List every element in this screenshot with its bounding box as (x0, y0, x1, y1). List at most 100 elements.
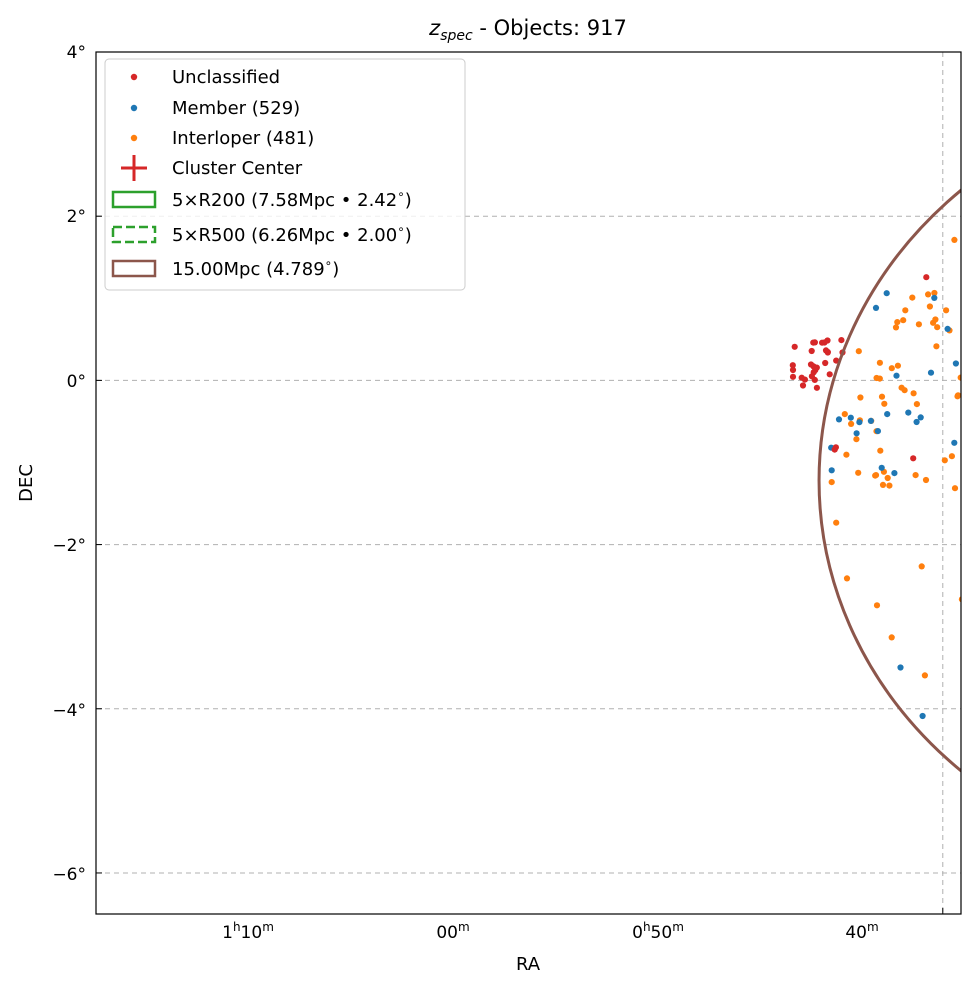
member-point (847, 414, 854, 421)
y-tick-label: 0° (67, 372, 86, 392)
legend-swatch-cluster-center (121, 155, 147, 181)
axes-frame (95, 51, 962, 915)
interloper-point (876, 375, 883, 382)
interloper-point (894, 362, 902, 369)
unclassified-point (813, 384, 821, 391)
interloper-point (886, 482, 893, 489)
unclassified-point (807, 361, 815, 368)
legend-label-r500: 5×R500 (6.26Mpc • 2.00∘) (172, 222, 412, 246)
unclassified-point (822, 359, 829, 367)
unclassified-point (798, 374, 805, 381)
member-point (884, 411, 891, 418)
legend-label-outer: 15.00Mpc (4.789∘) (172, 256, 339, 280)
interloper-point (888, 634, 895, 641)
interloper-point (877, 447, 884, 454)
member-point (883, 290, 890, 297)
x-tick-label: 40m (845, 920, 878, 943)
interloper-point (915, 321, 923, 328)
interloper-point (828, 479, 835, 486)
unclassified-point (789, 362, 796, 369)
interloper-point (926, 303, 934, 310)
interloper-point (843, 575, 851, 582)
member-point (917, 414, 924, 421)
unclassified-point (838, 337, 845, 344)
unclassified-point (789, 366, 797, 374)
unclassified-point (822, 347, 830, 354)
data-points (789, 236, 961, 720)
interloper-point (951, 236, 958, 243)
title-rest: - Objects: 917 (473, 16, 627, 40)
member-point (835, 416, 843, 423)
interloper-point (910, 390, 917, 397)
unclassified-point (791, 343, 798, 350)
interloper-point (913, 401, 921, 408)
interloper-point (925, 291, 932, 298)
interloper-point (879, 481, 887, 488)
member-point (897, 664, 904, 671)
legend-swatch-outer (111, 259, 157, 278)
interloper-point (884, 474, 891, 482)
interloper-point (922, 476, 930, 484)
member-point (951, 439, 958, 446)
y-tick-label: −2° (52, 536, 86, 556)
title-subscript: spec (440, 28, 473, 44)
legend-box (104, 58, 466, 291)
interloper-point (892, 324, 900, 331)
unclassified-point (910, 455, 917, 462)
interloper-point (912, 472, 919, 479)
interloper-point (848, 420, 855, 427)
member-point (905, 409, 912, 416)
interloper-point (901, 387, 908, 394)
unclassified-point (808, 373, 816, 380)
interloper-point (918, 563, 925, 570)
x-tick-label: 1h10m (222, 920, 274, 943)
legend: Unclassified Member (529) Interloper (48… (104, 58, 466, 291)
member-point (919, 712, 926, 720)
x-tick-label: 00m (436, 920, 469, 943)
member-point (927, 369, 935, 376)
interloper-point (921, 672, 929, 679)
legend-label-interloper: Interloper (481) (172, 128, 314, 149)
interloper-point (878, 393, 886, 400)
unclassified-point (824, 337, 831, 344)
interloper-point (902, 307, 909, 314)
member-point (856, 419, 863, 426)
unclassified-point (832, 444, 840, 451)
x-tick-label: 0h50m (632, 920, 684, 943)
interloper-point (948, 453, 956, 460)
member-point (944, 325, 951, 332)
legend-label-r200: 5×R200 (7.58Mpc • 2.42∘) (172, 187, 412, 211)
legend-swatch-r500 (111, 225, 157, 244)
y-tick-label: −4° (52, 701, 86, 721)
interloper-point (954, 393, 961, 400)
interloper-point (931, 289, 938, 297)
interloper-point (872, 472, 880, 479)
y-tick-label: 2° (67, 207, 86, 227)
x-axis-label: RA (516, 954, 541, 975)
interloper-point (833, 519, 840, 526)
y-axis-label: DEC (16, 464, 37, 502)
y-tick-label: 4° (67, 43, 86, 63)
interloper-point (876, 359, 884, 366)
member-point (853, 430, 860, 437)
circle-outer (817, 188, 961, 773)
member-point (891, 470, 898, 477)
legend-swatch-unclassified (130, 73, 138, 81)
interloper-point (900, 317, 907, 324)
interloper-point (841, 411, 848, 418)
interloper-point (943, 307, 950, 314)
unclassified-point (808, 347, 815, 355)
member-point (913, 418, 920, 426)
unclassified-point (826, 371, 833, 378)
member-point (931, 294, 938, 301)
interloper-point (855, 469, 862, 476)
interloper-point (933, 343, 940, 350)
interloper-point (873, 602, 881, 609)
unclassified-point (799, 382, 807, 389)
axis-ticks (96, 51, 944, 914)
member-point (893, 372, 900, 379)
interloper-point (881, 400, 888, 407)
interloper-point (853, 436, 860, 443)
legend-swatch-interloper (130, 134, 138, 142)
radius-circles (817, 188, 961, 773)
